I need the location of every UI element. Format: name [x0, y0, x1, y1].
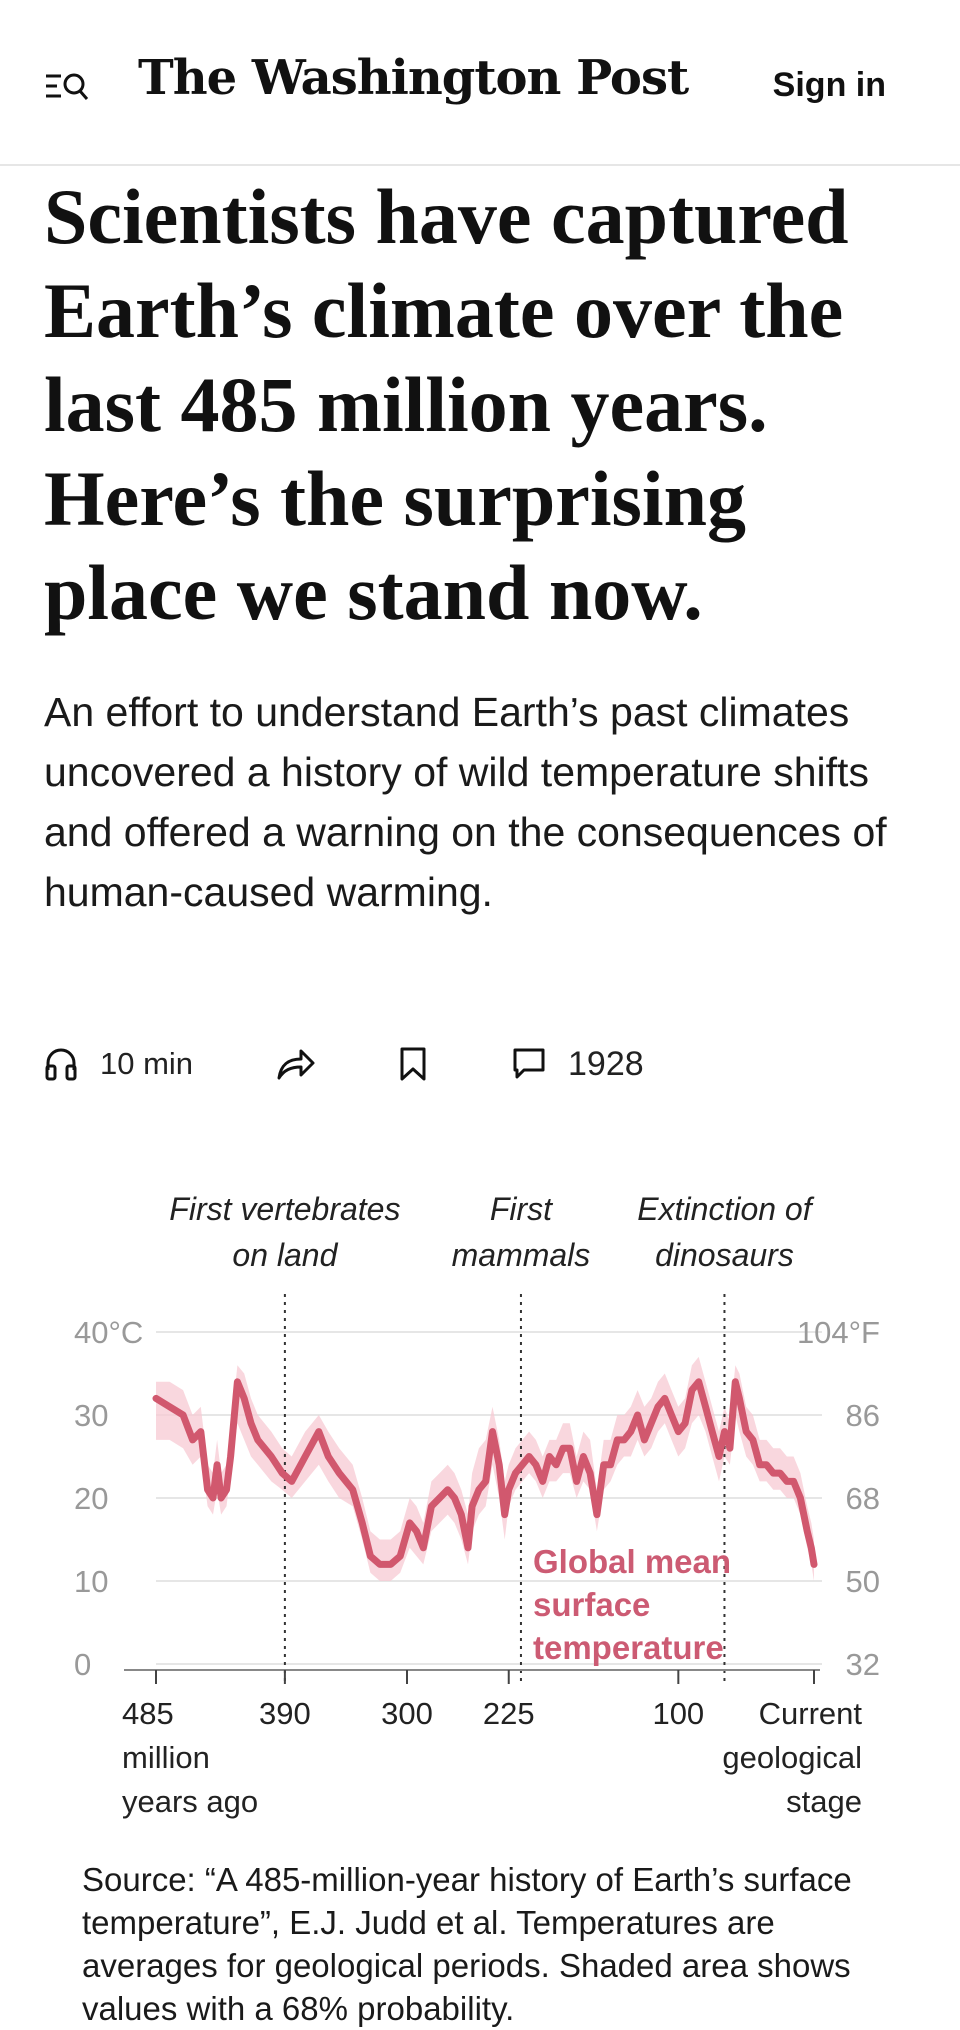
site-logo[interactable]: The Washington Post — [138, 50, 689, 106]
chart-source-note: Source: “A 485-million-year history of E… — [82, 1861, 852, 2027]
y-axis-right-label: 68 — [846, 1481, 880, 1516]
x-axis-label: 300 — [381, 1696, 433, 1731]
y-axis-left-label: 40°C — [74, 1315, 143, 1350]
share-button[interactable] — [276, 1040, 316, 1088]
x-axis-label: Current — [759, 1696, 863, 1731]
event-label: First vertebrates — [169, 1191, 400, 1227]
x-axis-label: stage — [786, 1784, 862, 1819]
y-axis-left-label: 20 — [74, 1481, 108, 1516]
x-axis-label: 485 — [122, 1696, 174, 1731]
series-label: surface — [533, 1586, 650, 1623]
listen-button[interactable]: 10 min — [44, 1040, 193, 1088]
event-label: mammals — [452, 1237, 591, 1273]
event-label: dinosaurs — [655, 1237, 794, 1273]
series-label: Global mean — [533, 1543, 731, 1580]
x-axis-label: 390 — [259, 1696, 311, 1731]
site-header: The Washington Post Sign in — [0, 0, 960, 166]
event-label: on land — [232, 1237, 338, 1273]
series-label: temperature — [533, 1629, 724, 1666]
y-axis-right-label: 86 — [846, 1398, 880, 1433]
y-axis-left-label: 10 — [74, 1564, 108, 1599]
y-axis-right-label: 104°F — [797, 1315, 880, 1350]
y-axis-right-label: 50 — [846, 1564, 880, 1599]
bookmark-icon — [400, 1047, 426, 1081]
article-headline: Scientists have captured Earth’s climate… — [44, 173, 849, 636]
article-dek: An effort to understand Earth’s past cli… — [44, 689, 887, 915]
comment-icon — [513, 1048, 545, 1079]
x-axis-label: 100 — [652, 1696, 704, 1731]
listen-duration: 10 min — [100, 1046, 194, 1081]
x-axis-label: geological — [722, 1740, 862, 1775]
article-actions: 10 min 1928 — [44, 1040, 924, 1088]
share-icon — [277, 1049, 315, 1080]
y-axis-right-label: 32 — [846, 1647, 880, 1682]
comment-count: 1928 — [568, 1044, 644, 1083]
comments-button[interactable]: 1928 — [512, 1040, 644, 1088]
x-axis-label: 225 — [483, 1696, 535, 1731]
x-axis-label: million — [122, 1740, 210, 1775]
save-button[interactable] — [398, 1040, 428, 1088]
menu-search-icon[interactable] — [44, 68, 92, 108]
y-axis-left-label: 30 — [74, 1398, 108, 1433]
y-axis-left-label: 0 — [74, 1647, 91, 1682]
x-axis-label: years ago — [122, 1784, 258, 1819]
event-label: First — [490, 1191, 553, 1227]
event-label: Extinction of — [637, 1191, 814, 1227]
headphones-icon — [45, 1048, 77, 1081]
temperature-line — [152, 1378, 818, 1568]
sign-in-link[interactable]: Sign in — [772, 66, 886, 104]
